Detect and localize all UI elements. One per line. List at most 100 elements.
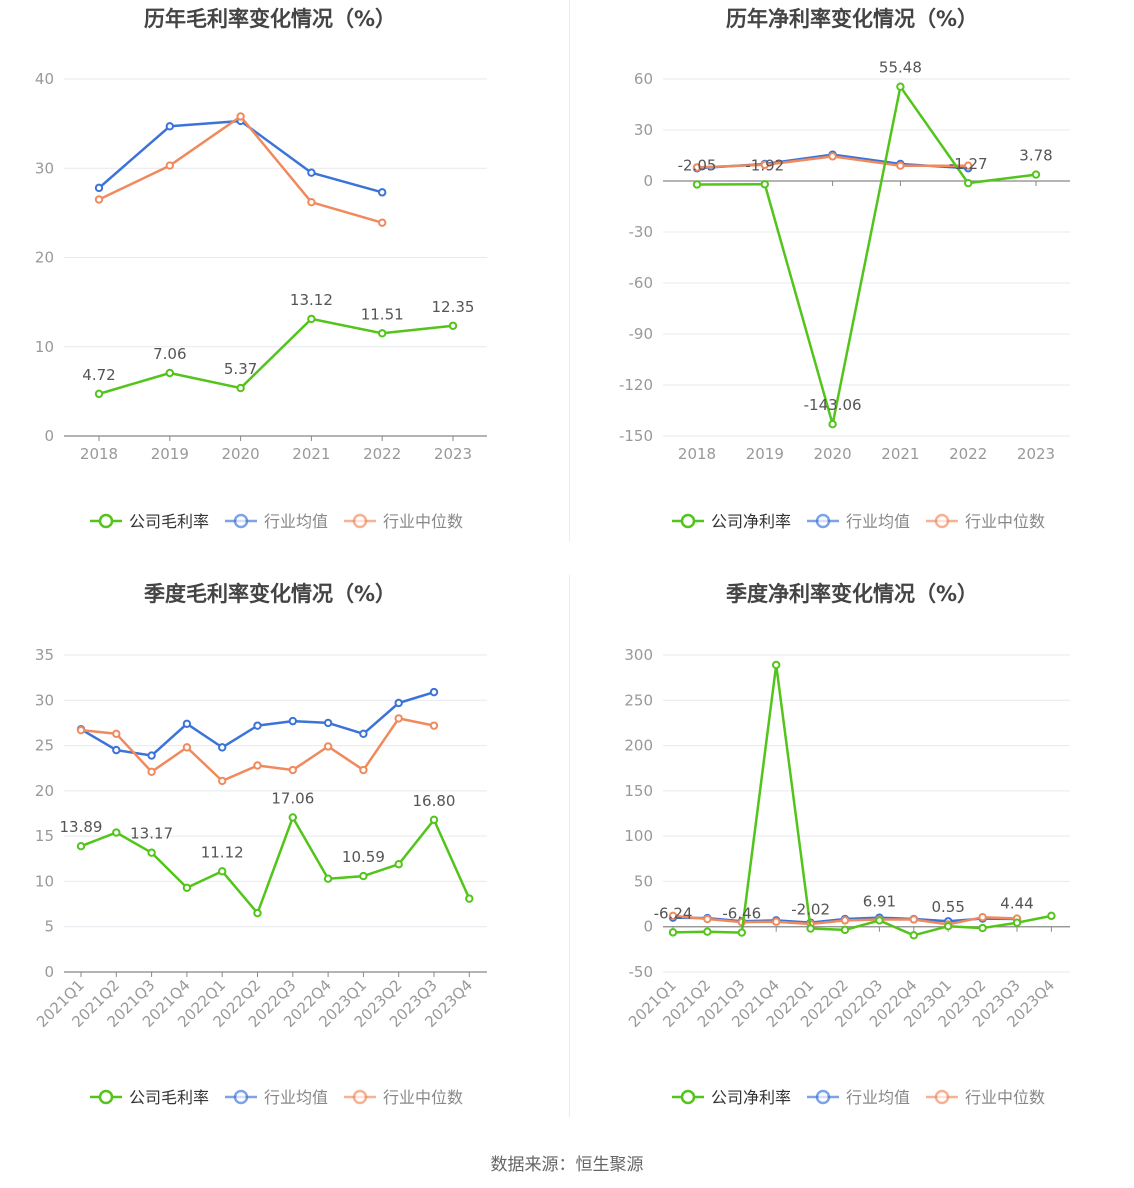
data-label: -1.92	[745, 156, 784, 174]
data-point-industry_median	[909, 915, 918, 924]
data-point-industry_median	[112, 729, 121, 738]
data-point-industry_median	[429, 721, 439, 730]
y-tick-label: -150	[619, 427, 653, 445]
data-label: -1.27	[949, 155, 988, 173]
x-tick-label: 2023	[1017, 445, 1055, 463]
x-tick-label: 2020	[814, 445, 852, 463]
data-point-company	[737, 928, 746, 937]
data-point-company	[806, 924, 815, 933]
vertical-divider-bottom	[569, 575, 570, 1117]
y-tick-label: 0	[44, 427, 54, 445]
data-point-company	[1012, 918, 1022, 927]
data-point-company	[94, 389, 104, 399]
x-tick-label: 2018	[678, 445, 716, 463]
y-tick-label: 60	[634, 70, 653, 88]
data-label: 5.37	[224, 360, 257, 378]
data-point-industry_median	[236, 112, 245, 121]
legend-item-industry_avg[interactable]: 行业均值	[807, 512, 910, 531]
data-label: 0.55	[931, 898, 964, 916]
x-tick-label: 2021	[292, 445, 330, 463]
vertical-divider-top	[569, 0, 570, 542]
legend-swatch-marker	[352, 513, 368, 529]
y-tick-label: 15	[35, 827, 54, 845]
data-label: 4.72	[82, 366, 115, 384]
y-tick-label: 5	[44, 918, 54, 936]
legend-label: 公司净利率	[711, 512, 791, 531]
data-label: -2.02	[791, 901, 830, 919]
data-point-company	[692, 180, 702, 189]
data-point-company	[828, 420, 837, 429]
data-point-industry_median	[147, 767, 156, 777]
y-tick-label: 20	[35, 249, 54, 267]
data-point-industry_avg	[359, 729, 368, 738]
data-point-industry_median	[394, 714, 403, 723]
data-point-industry_median	[964, 161, 973, 170]
data-point-industry_avg	[394, 698, 403, 708]
data-point-industry_median	[828, 152, 837, 161]
data-point-industry_avg	[94, 183, 104, 193]
data-point-company	[307, 314, 316, 324]
data-point-industry_avg	[112, 745, 121, 755]
data-point-company	[772, 660, 781, 670]
chart-title: 历年毛利率变化情况（%）	[144, 7, 396, 31]
data-point-company	[394, 860, 403, 869]
x-tick-label: 2018	[80, 445, 118, 463]
y-tick-label: 40	[35, 70, 54, 88]
data-point-company	[182, 883, 192, 892]
legend-item-company[interactable]: 公司净利率	[672, 1088, 791, 1107]
y-tick-label: 10	[35, 338, 54, 356]
legend-swatch-marker	[233, 1089, 249, 1105]
data-point-industry_avg	[182, 719, 192, 729]
x-tick-label: 2023	[434, 445, 472, 463]
data-point-industry_median	[323, 742, 333, 751]
data-point-industry_avg	[253, 721, 262, 730]
legend-item-company[interactable]: 公司毛利率	[90, 1088, 209, 1107]
y-tick-label: 100	[624, 827, 653, 845]
y-tick-label: 150	[624, 782, 653, 800]
data-point-industry_avg	[429, 687, 439, 697]
legend-item-industry_avg[interactable]: 行业均值	[225, 512, 328, 531]
y-tick-label: -30	[629, 223, 654, 241]
data-label: 4.44	[1000, 895, 1033, 913]
data-point-industry_median	[760, 160, 769, 170]
data-point-industry_median	[76, 725, 86, 735]
legend-item-industry_median[interactable]: 行业中位数	[344, 1088, 463, 1107]
data-point-company	[359, 871, 368, 881]
data-point-industry_median	[182, 743, 192, 752]
legend-label: 行业中位数	[965, 1088, 1045, 1107]
legend-item-company[interactable]: 公司净利率	[672, 512, 791, 531]
y-tick-label: -50	[629, 963, 654, 981]
data-point-industry_avg	[165, 122, 175, 131]
legend-item-industry_median[interactable]: 行业中位数	[344, 512, 463, 531]
data-point-industry_median	[772, 917, 781, 926]
chart-panel-1: 历年毛利率变化情况（%） 0 10 20 30 40 2018 2019 2020 2021 202…	[35, 7, 487, 531]
data-point-industry_avg	[323, 718, 333, 728]
data-point-company	[147, 848, 156, 857]
data-point-company	[378, 329, 387, 338]
data-point-industry_median	[692, 163, 702, 172]
legend-swatch-marker	[98, 513, 114, 529]
series-line-company	[98, 317, 454, 396]
series-line-company	[80, 816, 471, 915]
y-tick-label: -60	[629, 274, 654, 292]
legend-label: 行业中位数	[383, 1088, 463, 1107]
chart-panel-3: 季度毛利率变化情况（%）051015202530352021Q12021Q220…	[33, 582, 487, 1107]
data-point-company	[253, 908, 262, 918]
legend-item-industry_avg[interactable]: 行业均值	[225, 1088, 328, 1107]
data-point-industry_median	[218, 776, 227, 786]
data-point-company	[909, 931, 918, 940]
y-tick-label: 0	[643, 172, 653, 190]
data-label: 7.06	[153, 345, 186, 363]
data-point-company	[840, 925, 850, 935]
legend-item-industry_avg[interactable]: 行业均值	[807, 1088, 910, 1107]
legend-item-company[interactable]: 公司毛利率	[90, 512, 209, 531]
x-tick-label: 2019	[151, 445, 189, 463]
y-tick-label: 25	[35, 737, 54, 755]
legend-item-industry_median[interactable]: 行业中位数	[926, 512, 1045, 531]
legend-item-industry_median[interactable]: 行业中位数	[926, 1088, 1045, 1107]
y-tick-label: -120	[619, 376, 653, 394]
y-tick-label: 0	[643, 918, 653, 936]
y-tick-label: 50	[634, 872, 653, 890]
series-line-industry_avg	[98, 119, 383, 194]
y-tick-label: 0	[44, 963, 54, 981]
